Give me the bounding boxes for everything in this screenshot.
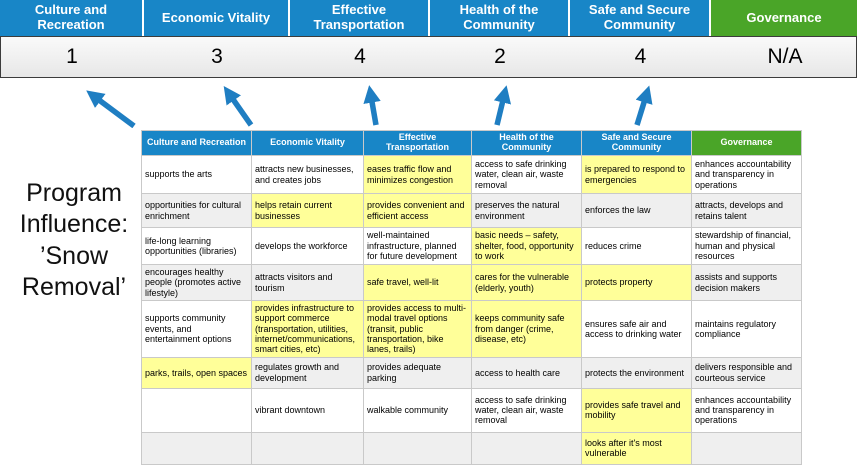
matrix-cell: walkable community (363, 387, 472, 433)
program-influence-title: Program Influence: ’Snow Removal’ (0, 178, 148, 303)
matrix-cell: reduces crime (581, 227, 692, 265)
matrix-cell: is prepared to respond to emergencies (581, 155, 692, 194)
matrix-header-governance: Governance (691, 130, 802, 156)
matrix-cell: supports community events, and entertain… (141, 300, 252, 358)
title-line: Influence: (19, 210, 129, 239)
matrix-cell: provides convenient and efficient access (363, 193, 472, 228)
matrix-header-row: Culture and Recreation Economic Vitality… (141, 130, 802, 156)
matrix-cell (141, 387, 252, 433)
matrix-cell: enforces the law (581, 193, 692, 228)
matrix-cell: protects property (581, 263, 692, 302)
matrix-header-economic: Economic Vitality (251, 130, 364, 156)
matrix-cell: access to safe drinking water, clean air… (471, 387, 582, 433)
score-governance: N/A (767, 45, 803, 68)
matrix-cell: safe travel, well-lit (363, 263, 472, 302)
matrix-row: parks, trails, open spaces regulates grow… (141, 356, 802, 389)
banner-governance: Governance (711, 0, 857, 36)
matrix-cell: keeps community safe from danger (crime,… (471, 300, 582, 358)
matrix-cell: life-long learning opportunities (librar… (141, 227, 252, 265)
matrix-row: supports the arts attracts new businesses… (141, 155, 802, 194)
matrix-cell: looks after it's most vulnerable (581, 431, 692, 465)
matrix-header-health: Health of the Community (471, 130, 582, 156)
matrix-cell (363, 431, 472, 465)
matrix-cell: provides safe travel and mobility (581, 387, 692, 433)
title-line: ’Snow (39, 241, 109, 270)
matrix-header-transportation: Effective Transportation (363, 130, 472, 156)
matrix-cell: regulates growth and development (251, 356, 364, 389)
up-arrow (493, 85, 512, 126)
matrix-cell: preserves the natural environment (471, 193, 582, 228)
title-line: Program (26, 179, 122, 207)
banner-health-community: Health of the Community (430, 0, 568, 36)
score-culture-recreation: 1 (66, 45, 78, 68)
banner-safe-secure: Safe and Secure Community (570, 0, 709, 36)
matrix-cell: attracts new businesses, and creates job… (251, 155, 364, 194)
matrix-cell: opportunities for cultural enrichment (141, 193, 252, 228)
matrix-cell (251, 431, 364, 465)
matrix-cell: vibrant downtown (251, 387, 364, 433)
matrix-cell: enhances accountability and transparency… (691, 155, 802, 194)
matrix-cell: cares for the vulnerable (elderly, youth… (471, 263, 582, 302)
matrix-cell: enhances accountability and transparency… (691, 387, 802, 433)
matrix-body: supports the arts attracts new businesses… (141, 155, 802, 465)
matrix-cell: provides access to multi-modal travel op… (363, 300, 472, 358)
up-arrow (86, 90, 136, 128)
matrix-cell: parks, trails, open spaces (141, 356, 252, 389)
up-arrow (363, 85, 381, 126)
matrix-cell (471, 431, 582, 465)
matrix-cell (691, 431, 802, 465)
category-banner: Culture and Recreation Economic Vitality… (0, 0, 857, 36)
matrix-cell: access to safe drinking water, clean air… (471, 155, 582, 194)
matrix-row: supports community events, and entertain… (141, 300, 802, 358)
matrix-cell: provides adequate parking (363, 356, 472, 389)
score-economic-vitality: 3 (211, 45, 223, 68)
matrix-table: Culture and Recreation Economic Vitality… (141, 130, 802, 465)
score-health-community: 2 (494, 45, 506, 68)
banner-culture-recreation: Culture and Recreation (0, 0, 142, 36)
banner-economic-vitality: Economic Vitality (144, 0, 288, 36)
matrix-header-culture: Culture and Recreation (141, 130, 252, 156)
matrix-cell: protects the environment (581, 356, 692, 389)
banner-effective-transportation: Effective Transportation (290, 0, 428, 36)
influence-arrows (86, 85, 653, 128)
matrix-cell: delivers responsible and courteous servi… (691, 356, 802, 389)
matrix-cell: assists and supports decision makers (691, 263, 802, 302)
up-arrow (223, 85, 254, 127)
matrix-cell: ensures safe air and access to drinking … (581, 300, 692, 358)
matrix-cell: develops the workforce (251, 227, 364, 265)
matrix-row: looks after it's most vulnerable (141, 431, 802, 465)
matrix-cell: provides infrastructure to support comme… (251, 300, 364, 358)
influence-matrix: Culture and Recreation Economic Vitality… (141, 130, 802, 465)
score-effective-transportation: 4 (354, 45, 366, 68)
matrix-cell: basic needs – safety, shelter, food, opp… (471, 227, 582, 265)
matrix-row: vibrant downtown walkable community access… (141, 387, 802, 433)
up-arrow (634, 85, 653, 126)
matrix-header-safe: Safe and Secure Community (581, 130, 692, 156)
matrix-row: life-long learning opportunities (librar… (141, 227, 802, 265)
matrix-cell: access to health care (471, 356, 582, 389)
matrix-row: opportunities for cultural enrichment hel… (141, 193, 802, 228)
score-safe-secure: 4 (634, 45, 647, 68)
matrix-cell: helps retain current businesses (251, 193, 364, 228)
matrix-cell: supports the arts (141, 155, 252, 194)
matrix-cell: eases traffic flow and minimizes congest… (363, 155, 472, 194)
matrix-cell: maintains regulatory compliance (691, 300, 802, 358)
matrix-cell: encourages healthy people (promotes acti… (141, 263, 252, 302)
matrix-cell: attracts, develops and retains talent (691, 193, 802, 228)
matrix-row: encourages healthy people (promotes acti… (141, 263, 802, 302)
matrix-cell: attracts visitors and tourism (251, 263, 364, 302)
matrix-cell: well-maintained infrastructure, planned … (363, 227, 472, 265)
matrix-cell: stewardship of financial, human and phys… (691, 227, 802, 265)
matrix-cell (141, 431, 252, 465)
score-strip: 1 3 4 2 4 N/A (0, 36, 857, 78)
title-line: Removal’ (21, 272, 127, 301)
